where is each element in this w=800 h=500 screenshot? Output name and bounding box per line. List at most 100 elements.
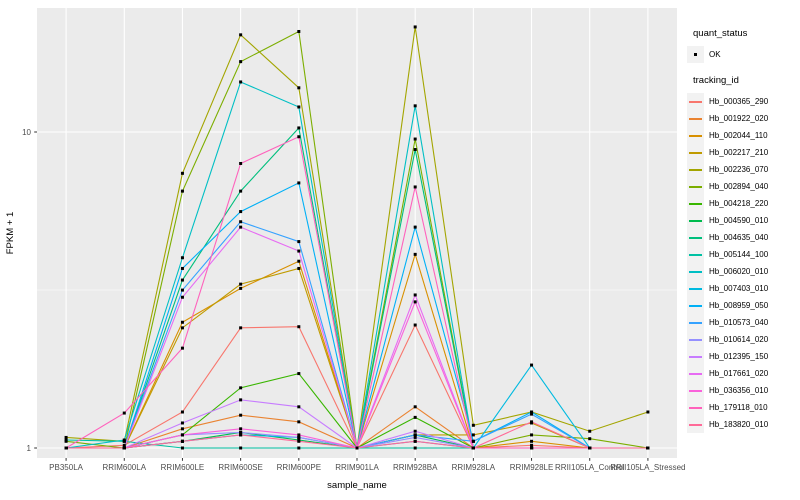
legend-line-icon	[689, 287, 702, 290]
legend-quant-status: quant_status OK	[687, 28, 797, 63]
legend-line-icon	[689, 304, 702, 307]
legend-label: Hb_005144_100	[709, 250, 769, 259]
legend-line-icon	[689, 168, 702, 171]
data-point	[122, 438, 126, 442]
data-point	[471, 446, 475, 450]
legend-key-swatch	[687, 263, 704, 280]
legend-key-swatch	[687, 314, 704, 331]
data-point	[530, 363, 534, 367]
data-point	[297, 325, 301, 329]
data-point	[239, 189, 243, 193]
legend-item-Hb_183820_010: Hb_183820_010	[687, 416, 797, 433]
legend-label: Hb_017661_020	[709, 369, 769, 378]
legend-item-Hb_010614_020: Hb_010614_020	[687, 331, 797, 348]
x-tick-label: RRII105LA_Control	[555, 463, 625, 472]
legend-label: Hb_008959_050	[709, 301, 769, 310]
legend-item-Hb_179118_010: Hb_179118_010	[687, 399, 797, 416]
data-point	[413, 225, 417, 229]
data-point	[297, 439, 301, 443]
legend-label: Hb_036356_010	[709, 386, 769, 395]
x-tick-label: RRII105LA_Stressed	[610, 463, 685, 472]
data-point	[180, 171, 184, 175]
data-point	[413, 252, 417, 256]
legend-key-swatch	[687, 127, 704, 144]
data-point	[413, 446, 417, 450]
data-point	[413, 405, 417, 409]
data-point	[530, 443, 534, 447]
data-point	[180, 421, 184, 425]
data-point	[413, 300, 417, 304]
data-point	[297, 420, 301, 424]
legend-item-Hb_000365_290: Hb_000365_290	[687, 93, 797, 110]
legend-key-swatch	[687, 229, 704, 246]
data-point	[297, 240, 301, 244]
data-point	[471, 423, 475, 427]
point-marker-icon	[694, 53, 697, 56]
data-point	[180, 446, 184, 450]
data-point	[355, 446, 359, 450]
legend-key-swatch	[687, 365, 704, 382]
legend-item-Hb_002044_110: Hb_002044_110	[687, 127, 797, 144]
legend-key-swatch	[687, 416, 704, 433]
legend-item-Hb_004590_010: Hb_004590_010	[687, 212, 797, 229]
legend-tracking-id: tracking_id Hb_000365_290 Hb_001922_020 Hb…	[687, 75, 797, 433]
legend-label: Hb_004590_010	[709, 216, 769, 225]
legend-line-icon	[689, 338, 702, 341]
legend-key-swatch	[687, 93, 704, 110]
data-point	[180, 189, 184, 193]
data-point	[297, 435, 301, 439]
data-point	[239, 161, 243, 165]
y-tick-label: 1	[27, 444, 32, 453]
legend-item-Hb_008959_050: Hb_008959_050	[687, 297, 797, 314]
x-tick-label: RRIM928LA	[452, 463, 496, 472]
data-point	[530, 410, 534, 414]
legend-item-Hb_007403_010: Hb_007403_010	[687, 280, 797, 297]
data-point	[297, 181, 301, 185]
legend-key-swatch	[687, 331, 704, 348]
legend-item-Hb_002217_210: Hb_002217_210	[687, 144, 797, 161]
legend-label: Hb_007403_010	[709, 284, 769, 293]
legend-item-Hb_010573_040: Hb_010573_040	[687, 314, 797, 331]
data-point	[297, 126, 301, 130]
data-point	[239, 386, 243, 390]
data-point	[588, 437, 592, 441]
legend-label: Hb_002217_210	[709, 148, 769, 157]
x-tick-label: RRIM600LE	[161, 463, 205, 472]
legend-item-Hb_012395_150: Hb_012395_150	[687, 348, 797, 365]
legend-key-swatch	[687, 348, 704, 365]
legend-line-icon	[689, 202, 702, 205]
legend-line-icon	[689, 100, 702, 103]
data-point	[413, 293, 417, 297]
legend-label: Hb_000365_290	[709, 97, 769, 106]
data-point	[239, 326, 243, 330]
data-point	[180, 439, 184, 443]
legend-line-icon	[689, 117, 702, 120]
data-point	[64, 435, 68, 439]
data-point	[239, 33, 243, 37]
data-point	[413, 148, 417, 152]
data-point	[588, 429, 592, 433]
legend-line-icon	[689, 389, 702, 392]
legend-line-icon	[689, 253, 702, 256]
data-point	[180, 346, 184, 350]
data-point	[239, 220, 243, 224]
data-point	[239, 286, 243, 290]
legend-line-icon	[689, 372, 702, 375]
data-point	[530, 439, 534, 443]
data-point	[413, 104, 417, 108]
data-point	[297, 405, 301, 409]
data-point	[239, 60, 243, 64]
data-point	[413, 323, 417, 327]
data-point	[413, 429, 417, 433]
data-point	[646, 446, 650, 450]
x-tick-label: PB350LA	[49, 463, 83, 472]
legend-entries: Hb_000365_290 Hb_001922_020 Hb_002044_110 H…	[687, 93, 797, 433]
legend-key-ok	[687, 46, 704, 63]
legend-key-swatch	[687, 382, 704, 399]
data-point	[413, 137, 417, 141]
legend-key-swatch	[687, 110, 704, 127]
x-tick-label: RRIM600PE	[277, 463, 321, 472]
data-point	[297, 249, 301, 253]
legend-key-swatch	[687, 144, 704, 161]
legend-key-swatch	[687, 280, 704, 297]
